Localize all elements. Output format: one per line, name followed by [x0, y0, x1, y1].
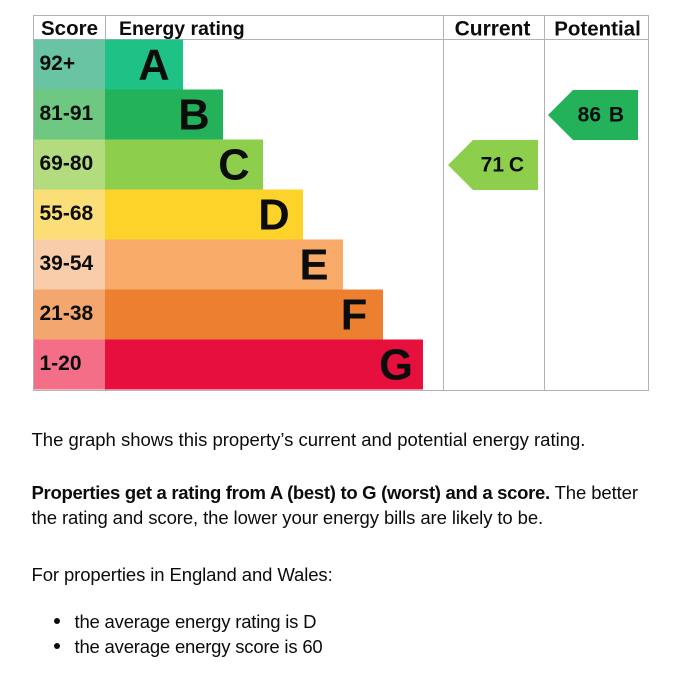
svg-text:39-54: 39-54: [40, 252, 94, 275]
svg-text:69-80: 69-80: [40, 152, 94, 175]
svg-text:Score: Score: [41, 17, 98, 40]
svg-text:Potential: Potential: [554, 17, 641, 40]
svg-text:C: C: [218, 142, 249, 190]
svg-text:21-38: 21-38: [40, 302, 94, 325]
svg-text:Current: Current: [455, 18, 531, 41]
svg-text:1-20: 1-20: [40, 352, 82, 375]
svg-text:71 C: 71 C: [481, 154, 524, 177]
svg-text:92+: 92+: [40, 52, 76, 75]
svg-text:55-68: 55-68: [40, 202, 94, 225]
svg-text:F: F: [341, 292, 368, 340]
svg-text:D: D: [258, 192, 289, 240]
svg-text:Energy rating: Energy rating: [119, 18, 245, 40]
svg-text:A: A: [138, 42, 169, 90]
svg-text:81-91: 81-91: [40, 102, 94, 125]
svg-text:B: B: [178, 92, 209, 140]
svg-text:86 B: 86 B: [578, 104, 624, 127]
svg-text:E: E: [299, 242, 328, 290]
svg-text:G: G: [379, 342, 413, 390]
